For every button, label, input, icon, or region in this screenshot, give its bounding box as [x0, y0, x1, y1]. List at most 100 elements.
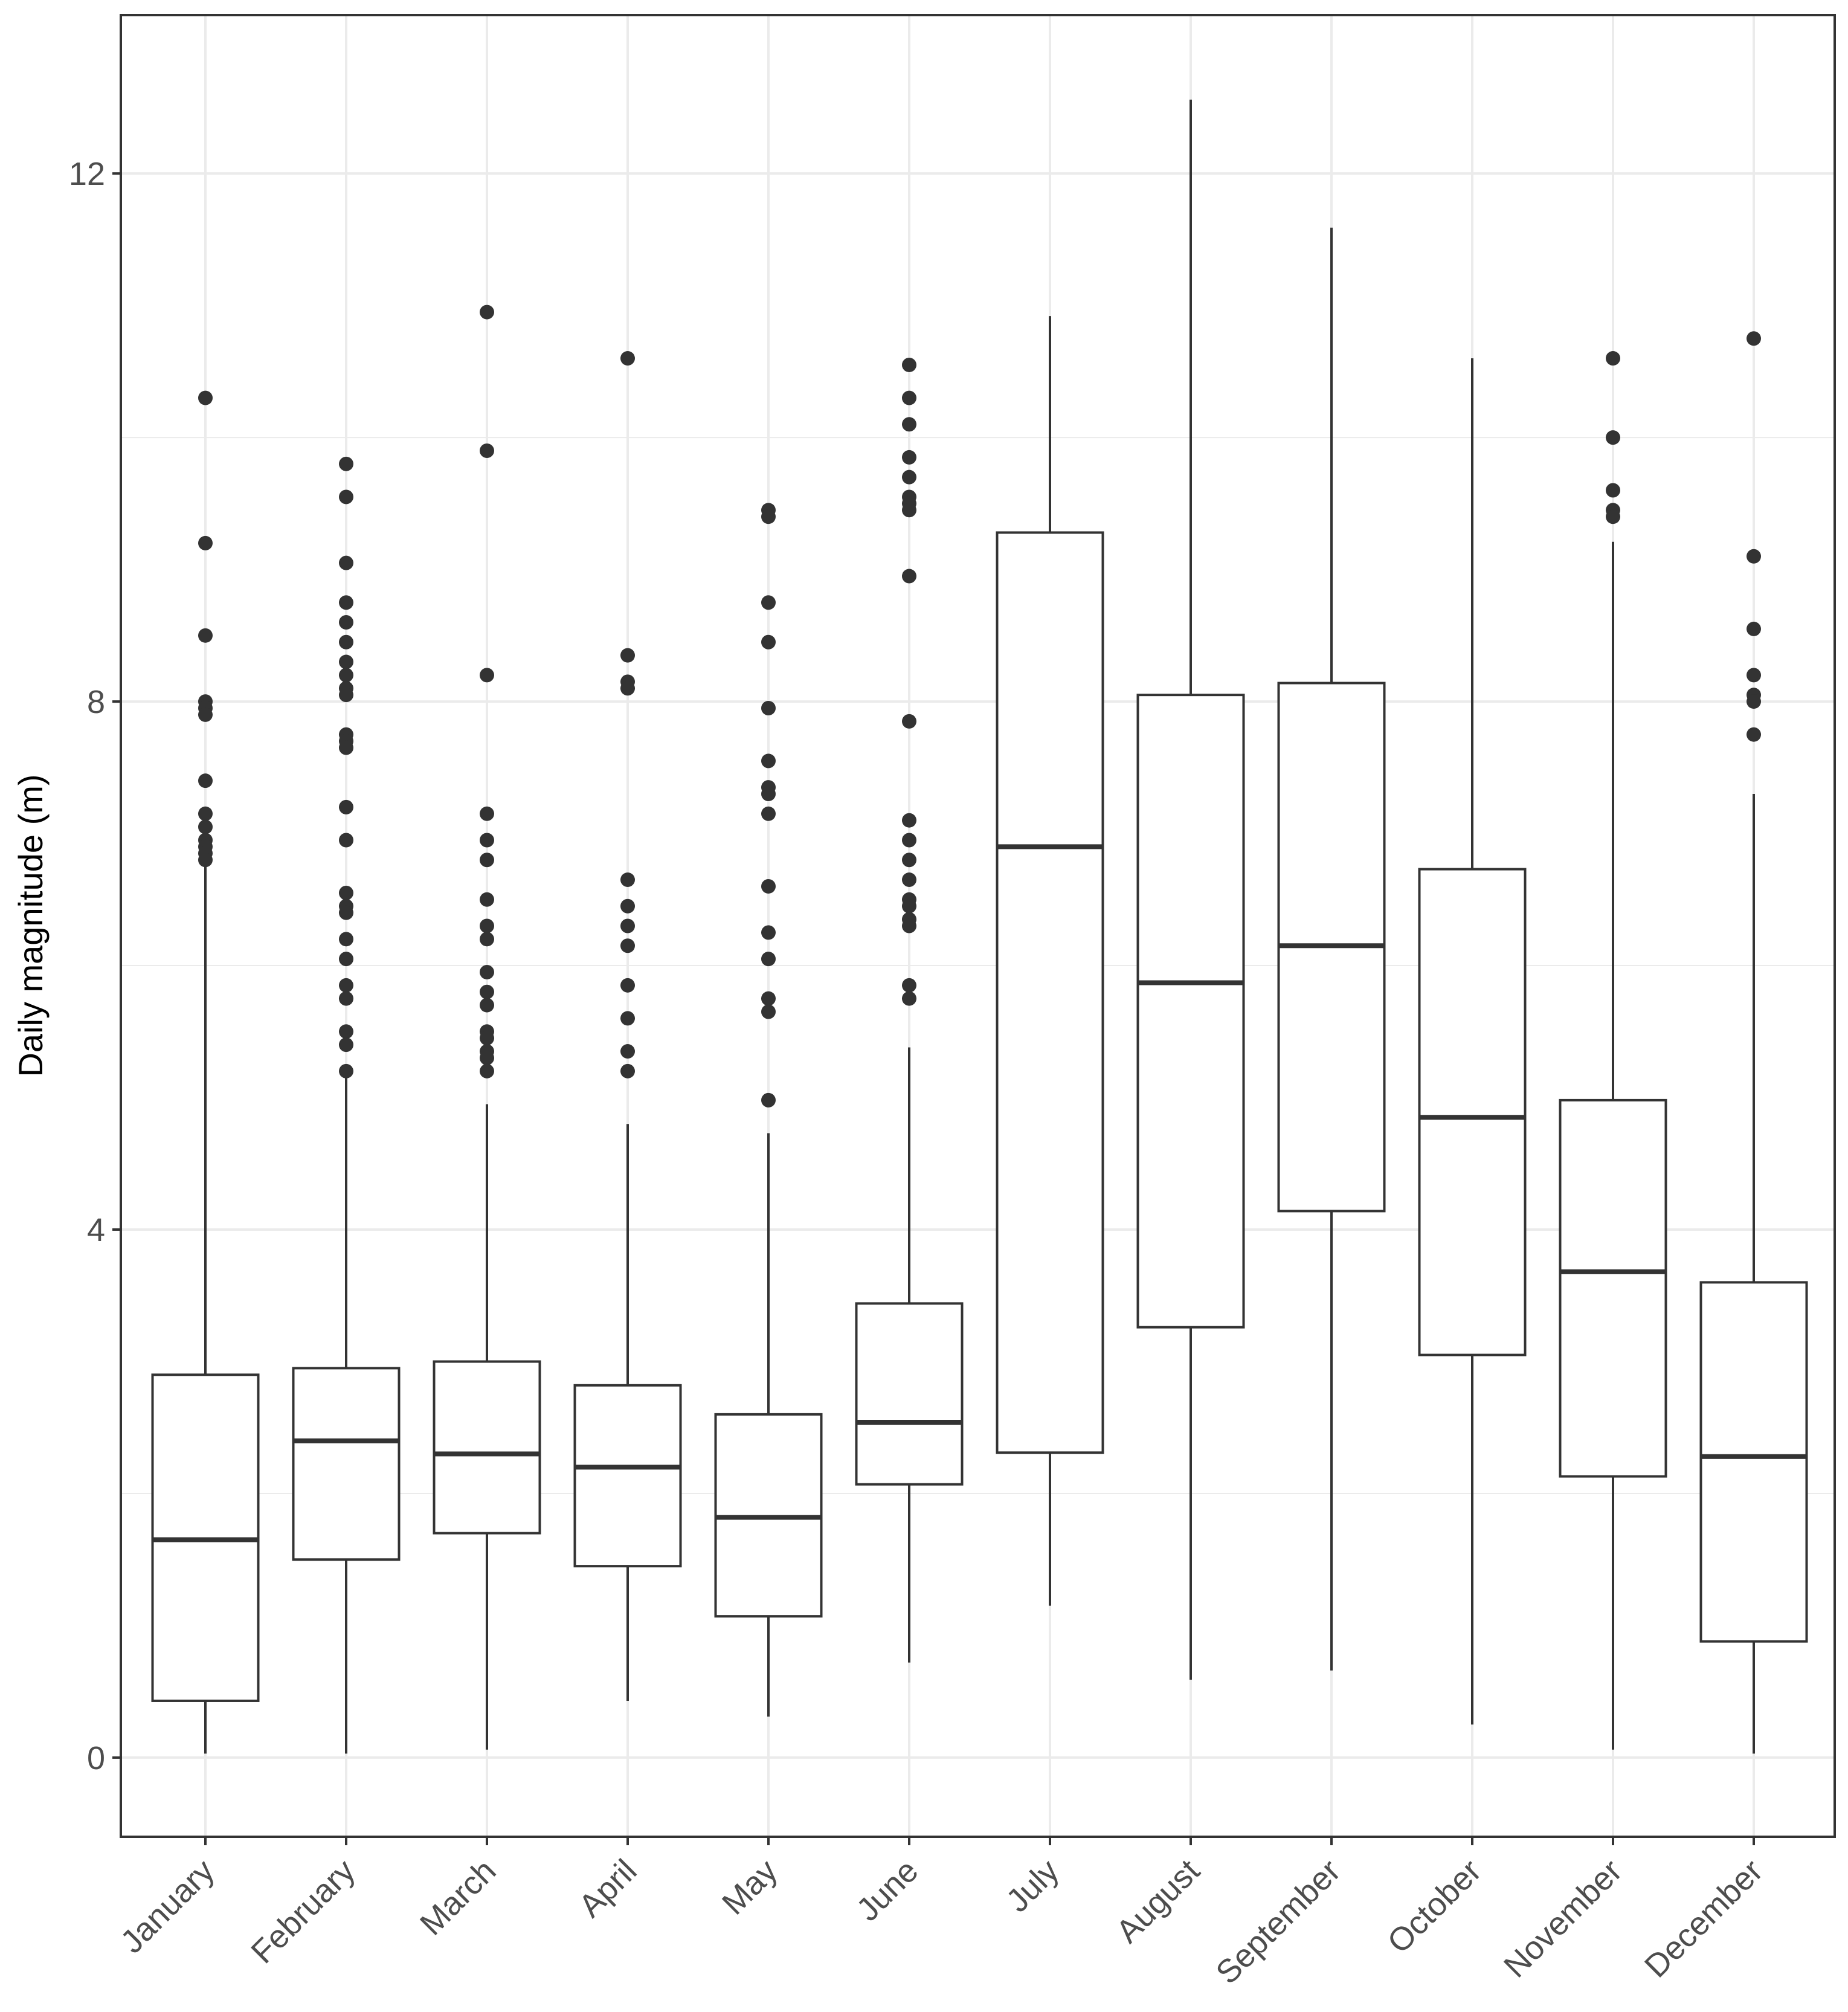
outlier-point [620, 1063, 635, 1079]
y-tick-label: 4 [87, 1212, 105, 1248]
box-series [151, 99, 1808, 1754]
iqr-box [1699, 1281, 1808, 1643]
outlier-point [620, 938, 635, 953]
outlier-point [339, 634, 353, 650]
box-may [714, 503, 823, 1717]
x-axis: January February March April May June July Augu… [114, 1837, 1769, 1991]
y-tick-label: 0 [87, 1740, 105, 1776]
box-july [996, 316, 1104, 1606]
outlier-point [480, 833, 494, 848]
outlier-point [902, 898, 916, 914]
iqr-box [1559, 1098, 1667, 1478]
outlier-point [620, 898, 635, 914]
outlier-point [761, 952, 776, 967]
box-september [1277, 227, 1386, 1671]
outlier-point [1747, 668, 1761, 683]
box-december [1699, 331, 1808, 1754]
outlier-point [198, 628, 213, 643]
outlier-point [339, 688, 353, 703]
outlier-point [902, 450, 916, 465]
y-tick-label: 12 [69, 156, 105, 192]
outlier-point [339, 456, 353, 471]
outlier-point [339, 991, 353, 1006]
x-tick-label: June [849, 1852, 925, 1928]
outlier-point [480, 806, 494, 821]
outlier-point [339, 1024, 353, 1039]
plot-background [121, 15, 1835, 1837]
y-tick-label: 8 [87, 684, 105, 720]
outlier-point [761, 1092, 776, 1108]
outlier-point [1606, 509, 1620, 524]
outlier-point [198, 806, 213, 821]
outlier-point [620, 1011, 635, 1026]
outlier-point [1747, 331, 1761, 346]
outlier-point [339, 905, 353, 920]
iqr-box [996, 531, 1104, 1454]
x-tick-label: November [1497, 1852, 1629, 1985]
outlier-point [761, 595, 776, 610]
outlier-point [761, 787, 776, 802]
outlier-point [761, 634, 776, 650]
x-tick-label: September [1209, 1852, 1347, 1991]
outlier-point [620, 978, 635, 993]
outlier-point [902, 417, 916, 432]
outlier-point [480, 305, 494, 320]
outlier-point [339, 668, 353, 683]
outlier-point [761, 1004, 776, 1019]
y-axis-title: Daily magnitude (m) [11, 774, 50, 1077]
outlier-point [1747, 621, 1761, 636]
iqr-box [292, 1367, 401, 1561]
x-tick-label: May [715, 1852, 785, 1922]
outlier-point [339, 740, 353, 755]
outlier-point [339, 1063, 353, 1079]
outlier-point [1606, 351, 1620, 366]
outlier-point [339, 885, 353, 900]
outlier-point [902, 503, 916, 518]
outlier-point [761, 753, 776, 769]
x-tick-label: August [1109, 1852, 1206, 1950]
outlier-point [339, 833, 353, 848]
outlier-point [480, 443, 494, 458]
outlier-point [480, 1050, 494, 1065]
outlier-point [480, 964, 494, 979]
box-august [1136, 99, 1245, 1680]
x-tick-label: July [999, 1852, 1066, 1919]
outlier-point [902, 714, 916, 729]
outlier-point [620, 918, 635, 933]
outlier-point [1747, 727, 1761, 742]
outlier-point [902, 390, 916, 405]
outlier-point [761, 509, 776, 524]
outlier-point [198, 535, 213, 550]
outlier-point [339, 615, 353, 630]
box-october [1418, 358, 1527, 1725]
outlier-point [198, 853, 213, 868]
outlier-point [902, 469, 916, 485]
outlier-point [339, 595, 353, 610]
outlier-point [902, 991, 916, 1006]
outlier-point [1747, 694, 1761, 709]
outlier-point [339, 799, 353, 814]
box-march [433, 305, 541, 1750]
outlier-point [480, 1031, 494, 1046]
outlier-point [620, 681, 635, 696]
outlier-point [339, 952, 353, 967]
outlier-point [902, 918, 916, 933]
outlier-point [339, 555, 353, 570]
outlier-point [480, 932, 494, 947]
outlier-point [480, 984, 494, 999]
outlier-point [198, 819, 213, 834]
iqr-box [433, 1360, 541, 1535]
outlier-point [902, 813, 916, 828]
plot-panel-border [120, 14, 1836, 1838]
box-january [151, 390, 260, 1754]
outlier-point [1606, 430, 1620, 445]
outlier-point [761, 879, 776, 894]
box-june [855, 357, 964, 1663]
outlier-point [339, 654, 353, 669]
y-axis: 0 4 8 12 [69, 156, 121, 1776]
iqr-box [1418, 868, 1527, 1356]
iqr-box [1136, 694, 1245, 1329]
box-february [292, 456, 401, 1754]
outlier-point [902, 978, 916, 993]
outlier-point [480, 998, 494, 1013]
